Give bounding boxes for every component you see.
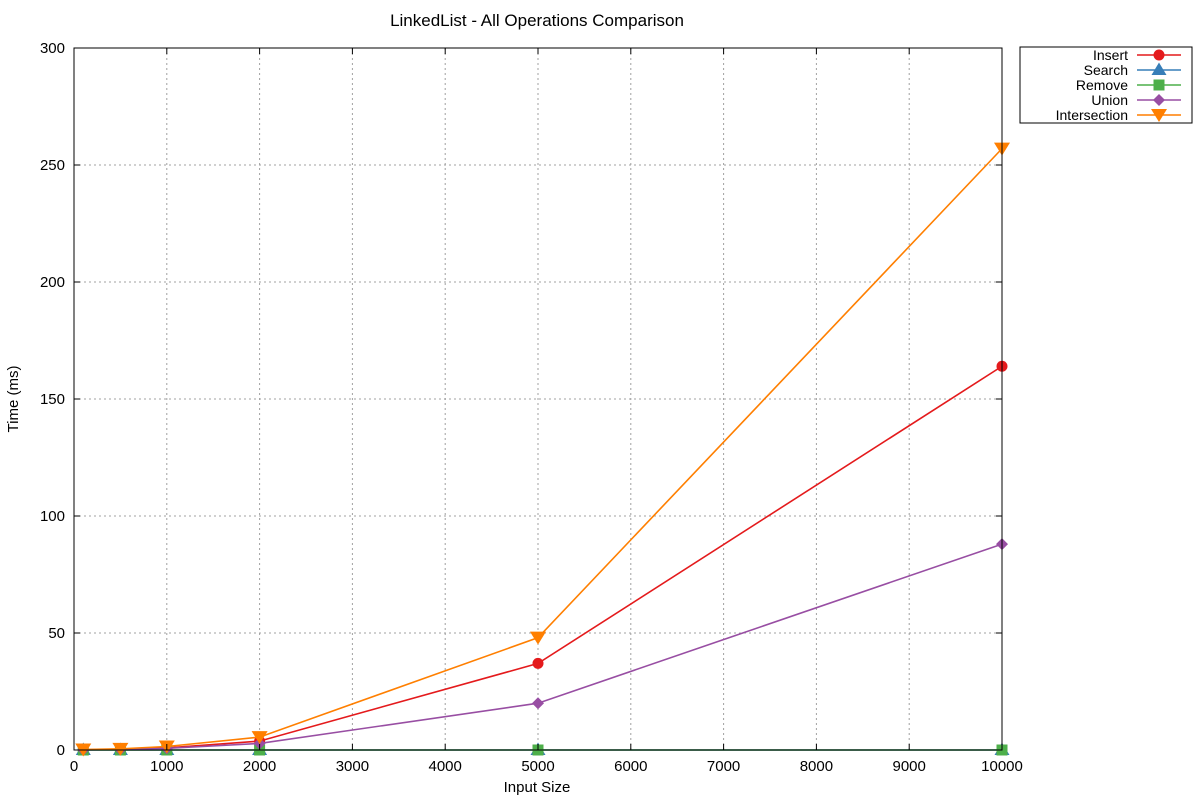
data-point (532, 657, 544, 669)
legend-swatch-marker (1153, 49, 1165, 61)
legend-item-union: Union (1091, 92, 1181, 108)
axis-ticks: 0 1000 2000 3000 4000 5000 6000 7000 8000 9000 100… (40, 40, 1023, 775)
y-tick-label: 50 (48, 625, 65, 642)
legend-label: Union (1091, 92, 1128, 108)
legend-label: Remove (1076, 77, 1128, 93)
x-tick-label: 5000 (521, 758, 554, 775)
legend-item-intersection: Intersection (1056, 107, 1181, 123)
y-tick-label: 250 (40, 157, 65, 174)
series-line (83, 543, 1003, 751)
chart-title: LinkedList - All Operations Comparison (390, 11, 684, 30)
legend-swatch-marker (1153, 94, 1165, 106)
legend-label: Intersection (1056, 107, 1128, 123)
x-tick-label: 3000 (336, 758, 369, 775)
x-tick-label: 9000 (893, 758, 926, 775)
series-layer (75, 142, 1010, 757)
series-insert (77, 360, 1008, 756)
x-tick-label: 10000 (981, 758, 1023, 775)
x-tick-label: 4000 (429, 758, 462, 775)
legend-label: Search (1084, 62, 1128, 78)
x-tick-label: 2000 (243, 758, 276, 775)
x-tick-label: 7000 (707, 758, 740, 775)
y-axis-label: Time (ms) (5, 366, 22, 433)
legend-swatch-marker (1151, 109, 1167, 122)
y-tick-label: 300 (40, 40, 65, 57)
x-tick-label: 8000 (800, 758, 833, 775)
x-axis-label: Input Size (504, 779, 571, 796)
y-tick-label: 100 (40, 508, 65, 525)
y-tick-label: 0 (57, 742, 65, 759)
y-tick-label: 150 (40, 391, 65, 408)
legend-item-remove: Remove (1076, 77, 1181, 93)
legend-item-search: Search (1084, 62, 1181, 78)
x-tick-label: 6000 (614, 758, 647, 775)
legend-label: Insert (1093, 47, 1128, 63)
series-union (77, 538, 1008, 756)
data-point (530, 631, 546, 645)
legend-swatch-marker (1151, 62, 1167, 75)
data-point (532, 697, 544, 710)
series-line (83, 365, 1003, 751)
series-line (83, 148, 1003, 751)
data-point (251, 731, 268, 745)
data-point (112, 742, 129, 756)
legend-swatch-marker (1153, 79, 1165, 91)
grid-lines (74, 48, 1002, 750)
y-tick-label: 200 (40, 274, 65, 291)
x-tick-label: 0 (70, 758, 78, 775)
x-tick-label: 1000 (150, 758, 183, 775)
legend-item-insert: Insert (1093, 47, 1181, 63)
